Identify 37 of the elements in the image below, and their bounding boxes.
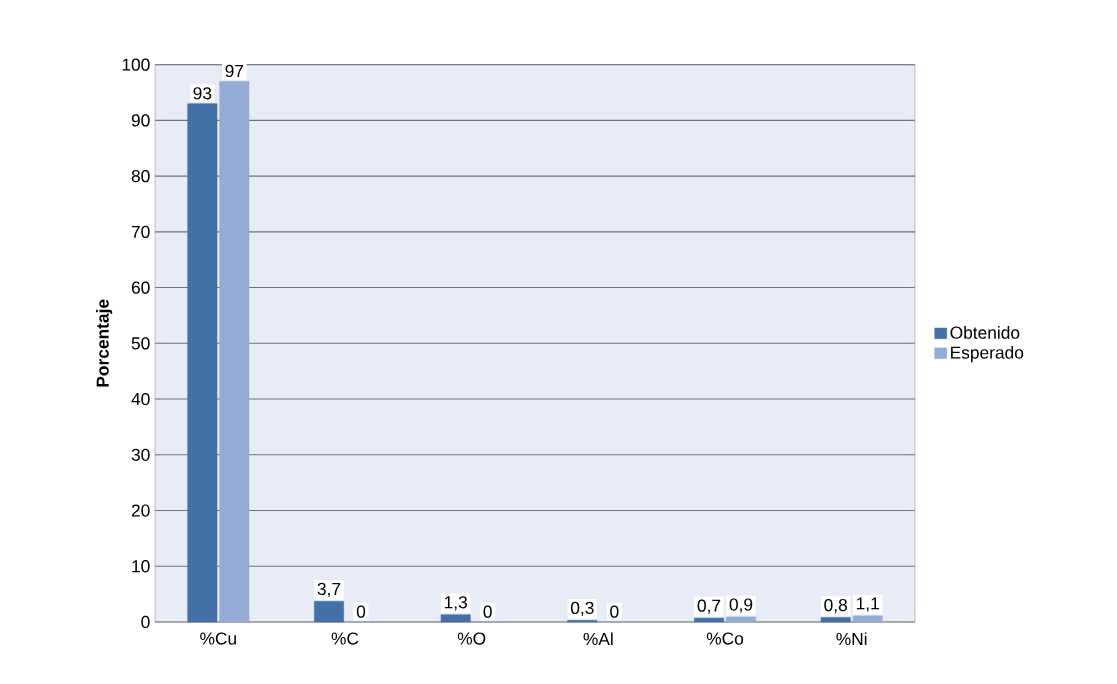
- x-tick-label: %C: [331, 632, 359, 645]
- data-label: 1,1: [856, 597, 879, 612]
- data-label: 0,9: [729, 598, 753, 613]
- y-tick-label: 80: [131, 169, 150, 183]
- x-tick-label: %Cu: [200, 632, 236, 645]
- legend-label: Obtenido: [950, 326, 1020, 339]
- bar: [694, 617, 724, 623]
- y-tick-label: 50: [131, 337, 150, 350]
- y-tick-label: 40: [131, 392, 150, 406]
- data-label: 0,8: [824, 598, 847, 614]
- data-label: 0,3: [570, 601, 594, 617]
- bar: [726, 616, 756, 623]
- bar: [314, 601, 344, 623]
- data-label: 97: [225, 64, 244, 78]
- data-label: 3,7: [317, 582, 341, 598]
- y-tick-label: 10: [132, 560, 150, 573]
- data-label: 0,7: [697, 599, 721, 614]
- bar: [219, 81, 250, 623]
- y-tick-label: 30: [131, 448, 150, 461]
- data-label: 0: [356, 605, 366, 618]
- data-label: 93: [193, 87, 212, 100]
- y-tick-label: 90: [131, 114, 150, 127]
- x-tick-label: %Co: [706, 632, 744, 645]
- y-tick-label: 20: [131, 504, 150, 517]
- y-tick-label: 100: [122, 58, 150, 71]
- data-label: 1,3: [444, 596, 467, 611]
- y-tick-label: 60: [131, 281, 150, 294]
- data-label: 0: [610, 605, 619, 618]
- y-tick-label: 70: [131, 225, 150, 238]
- x-tick-label: %O: [457, 632, 486, 645]
- y-tick-label: 0: [141, 615, 150, 629]
- x-tick-label: %Al: [583, 632, 613, 646]
- x-tick-label: %Ni: [836, 632, 867, 646]
- legend-label: Esperado: [951, 345, 1024, 363]
- y-axis-title: Porcentaje: [96, 299, 113, 387]
- bar: [187, 103, 218, 623]
- data-label: 0: [483, 605, 492, 618]
